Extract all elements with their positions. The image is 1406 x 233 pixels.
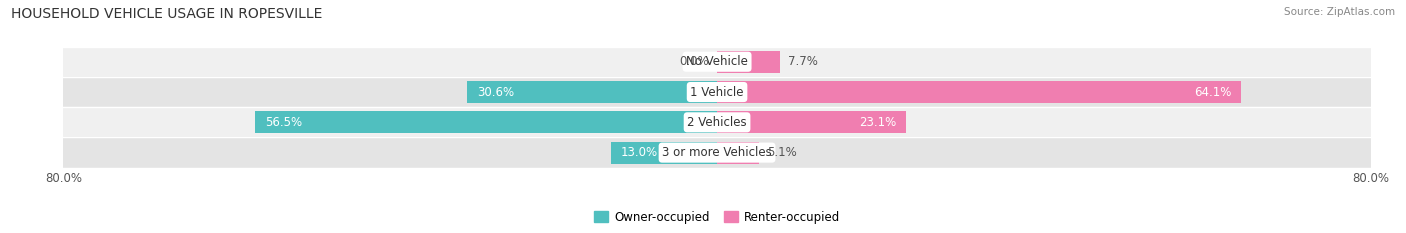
- Legend: Owner-occupied, Renter-occupied: Owner-occupied, Renter-occupied: [589, 206, 845, 229]
- Text: 56.5%: 56.5%: [266, 116, 302, 129]
- Text: 0.0%: 0.0%: [679, 55, 709, 68]
- Text: 30.6%: 30.6%: [477, 86, 515, 99]
- Bar: [717, 51, 780, 73]
- Text: 64.1%: 64.1%: [1194, 86, 1232, 99]
- Bar: [63, 47, 1371, 77]
- Bar: [467, 81, 717, 103]
- Text: 2 Vehicles: 2 Vehicles: [688, 116, 747, 129]
- Text: 5.1%: 5.1%: [766, 146, 797, 159]
- Bar: [717, 81, 1241, 103]
- Text: No Vehicle: No Vehicle: [686, 55, 748, 68]
- Text: 23.1%: 23.1%: [859, 116, 896, 129]
- Bar: [63, 77, 1371, 107]
- Bar: [63, 107, 1371, 137]
- Bar: [256, 111, 717, 133]
- Bar: [610, 142, 717, 164]
- Text: Source: ZipAtlas.com: Source: ZipAtlas.com: [1284, 7, 1395, 17]
- Text: HOUSEHOLD VEHICLE USAGE IN ROPESVILLE: HOUSEHOLD VEHICLE USAGE IN ROPESVILLE: [11, 7, 322, 21]
- Bar: [717, 111, 905, 133]
- Text: 13.0%: 13.0%: [620, 146, 658, 159]
- Text: 1 Vehicle: 1 Vehicle: [690, 86, 744, 99]
- Text: 7.7%: 7.7%: [789, 55, 818, 68]
- Bar: [63, 137, 1371, 168]
- Text: 3 or more Vehicles: 3 or more Vehicles: [662, 146, 772, 159]
- Bar: [717, 142, 759, 164]
